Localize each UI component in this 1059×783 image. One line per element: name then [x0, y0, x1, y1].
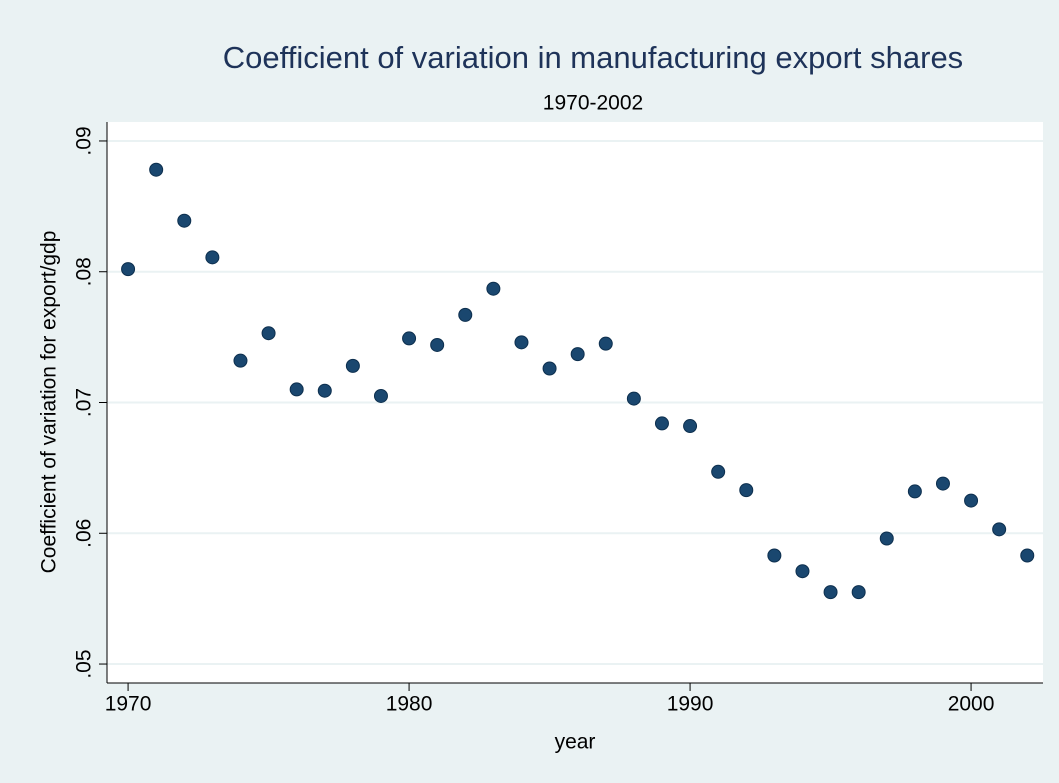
chart-title: Coefficient of variation in manufacturin… — [223, 40, 963, 75]
point — [486, 281, 501, 296]
point — [964, 493, 979, 508]
point — [121, 262, 136, 277]
y-tick-label: .09 — [73, 126, 96, 155]
point — [205, 250, 220, 265]
y-axis-title: Coefficient of variation for export/gdp — [38, 231, 61, 574]
point — [683, 419, 698, 434]
point — [879, 531, 894, 546]
point — [711, 464, 726, 479]
y-tick-label: .05 — [73, 649, 96, 678]
point — [851, 585, 866, 600]
point — [598, 336, 613, 351]
point — [570, 347, 585, 362]
y-tick-label: .08 — [73, 257, 96, 286]
point — [907, 484, 922, 499]
point — [261, 326, 276, 341]
point — [177, 213, 192, 228]
x-tick-label: 1970 — [105, 693, 152, 716]
point — [373, 388, 388, 403]
point — [317, 383, 332, 398]
point — [345, 358, 360, 373]
point — [739, 483, 754, 498]
point — [992, 522, 1007, 537]
point — [458, 307, 473, 322]
point — [149, 162, 164, 177]
point — [935, 476, 950, 491]
x-tick-label: 2000 — [948, 693, 995, 716]
point — [795, 564, 810, 579]
point — [402, 331, 417, 346]
y-tick-label: .06 — [73, 519, 96, 548]
x-tick-label: 1980 — [386, 693, 433, 716]
point — [654, 416, 669, 431]
chart-subtitle: 1970-2002 — [543, 92, 643, 115]
point — [767, 548, 782, 563]
x-tick-label: 1990 — [667, 693, 714, 716]
point — [542, 361, 557, 376]
point — [1020, 548, 1035, 563]
point — [626, 391, 641, 406]
point — [430, 337, 445, 352]
point — [514, 335, 529, 350]
y-tick-label: .07 — [73, 388, 96, 417]
point — [289, 382, 304, 397]
point — [823, 585, 838, 600]
point — [233, 353, 248, 368]
x-axis-title: year — [555, 731, 596, 754]
